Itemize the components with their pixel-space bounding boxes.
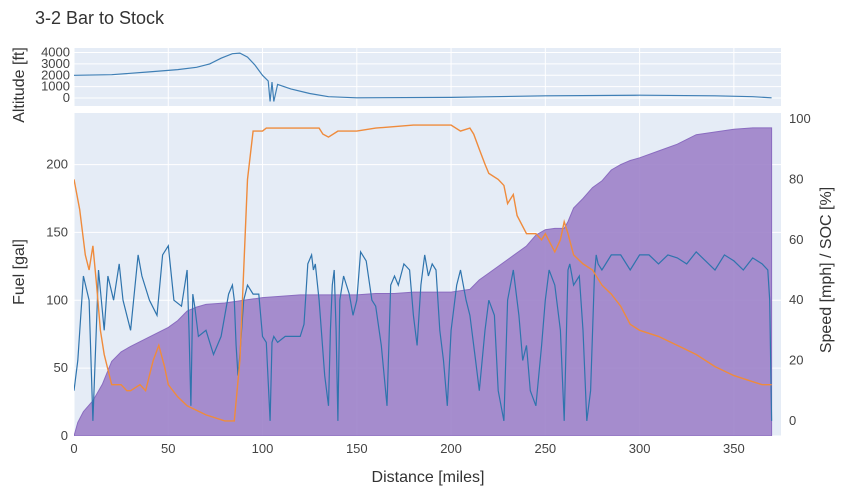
x-tick-label: 200 (440, 441, 462, 456)
chart-title: 3-2 Bar to Stock (35, 8, 165, 28)
x-tick-label: 300 (629, 441, 651, 456)
altitude-y-tick-label: 4000 (41, 45, 70, 60)
altitude-plot-area (74, 48, 781, 106)
altitude-y-tick-label: 3000 (41, 56, 70, 71)
speed-soc-y-tick-label: 100 (789, 111, 811, 126)
fuel-area (74, 127, 773, 436)
speed-soc-y-tick-label: 0 (789, 413, 796, 428)
fuel-y-tick-label: 0 (61, 428, 68, 443)
altitude-line (74, 52, 772, 102)
altitude-y-tick-label: 0 (63, 90, 70, 105)
speed-soc-y-tick-label: 60 (789, 232, 803, 247)
speed-soc-y-tick-label: 80 (789, 171, 803, 186)
fuel-y-tick-label: 100 (46, 292, 68, 307)
x-tick-label: 150 (346, 441, 368, 456)
speed-soc-axis-title: Speed [mph] / SOC [%] (818, 187, 835, 353)
fuel-y-tick-label: 200 (46, 157, 68, 172)
speed-soc-y-tick-label: 20 (789, 353, 803, 368)
altitude-y-tick-label: 1000 (41, 79, 70, 94)
fuel-y-tick-label: 150 (46, 224, 68, 239)
x-tick-label: 350 (723, 441, 745, 456)
speed-line (74, 244, 773, 422)
fuel-axis-title: Fuel [gal] (11, 239, 28, 305)
fuel-y-tick-label: 50 (54, 360, 68, 375)
altitude-axis-title: Altitude [ft] (11, 47, 28, 123)
speed-soc-y-tick-label: 40 (789, 292, 803, 307)
soc-line (74, 124, 772, 422)
altitude-y-tick-label: 2000 (41, 67, 70, 82)
x-tick-label: 250 (534, 441, 556, 456)
x-tick-label: 100 (252, 441, 274, 456)
x-tick-label: 50 (161, 441, 175, 456)
x-axis-title: Distance [miles] (372, 469, 485, 486)
x-tick-label: 0 (70, 441, 77, 456)
